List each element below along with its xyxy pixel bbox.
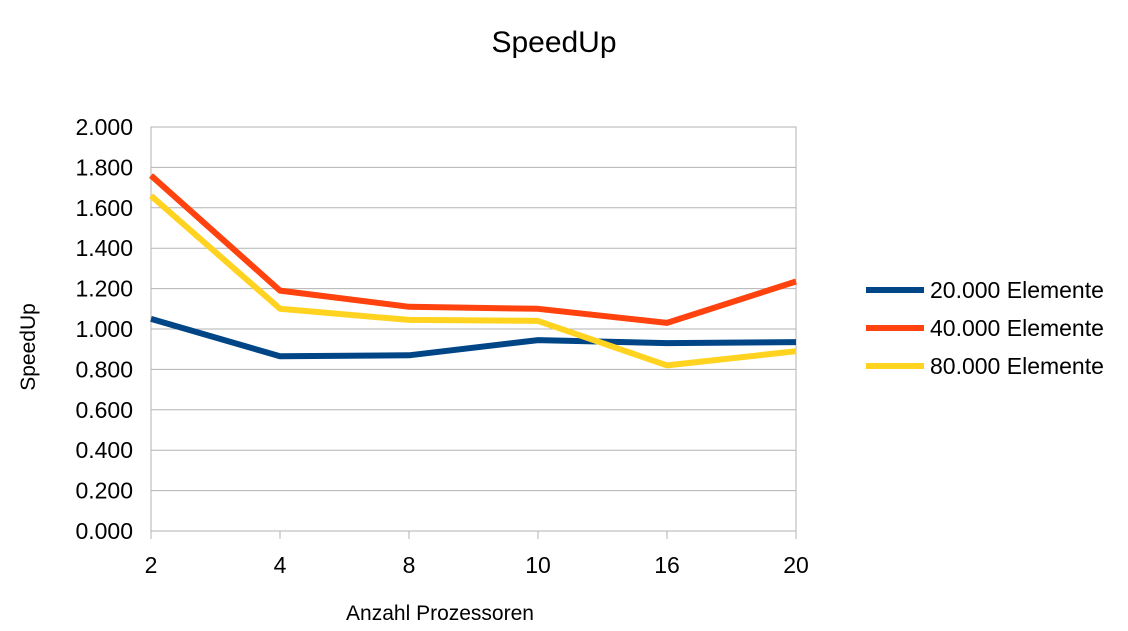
y-axis-ticks: 0.000 0.200 0.400 0.600 0.800 1.000 1.200 1.400… [75,114,133,544]
series-line-2 [149,193,797,369]
legend: 20.000 Elemente 40.000 Elemente 80.000 Ele… [866,277,1104,379]
y-tick-label: 0.400 [75,437,133,463]
y-tick-label: 0.200 [75,478,133,504]
gridlines [151,126,796,532]
y-tick-label: 0.800 [75,356,133,382]
legend-label-1: 40.000 Elemente [930,315,1104,341]
x-tick-label: 16 [654,552,680,578]
y-tick-label: 1.000 [75,316,133,342]
x-tick-label: 10 [525,552,551,578]
x-tick-label: 8 [403,552,416,578]
series-line-1 [149,173,797,326]
y-tick-label: 1.200 [75,276,133,302]
y-tick-label: 1.400 [75,235,133,261]
x-tick-label: 20 [783,552,809,578]
y-tick-label: 1.800 [75,154,133,180]
series-line-0 [150,316,797,360]
legend-label-2: 80.000 Elemente [930,353,1104,379]
x-tick-label: 2 [145,552,158,578]
y-tick-label: 0.600 [75,397,133,423]
plot-area-frame [150,126,797,532]
x-tick-label: 4 [274,552,287,578]
x-axis-label: Anzahl Prozessoren [346,602,534,625]
legend-label-0: 20.000 Elemente [930,277,1104,303]
x-axis-ticks: 2 4 8 10 16 20 [145,531,809,578]
y-axis-label: SpeedUp [17,303,40,391]
y-tick-label: 2.000 [75,114,133,140]
chart-title: SpeedUp [491,26,616,59]
y-tick-label: 0.000 [75,518,133,544]
series-lines [149,173,797,369]
y-tick-label: 1.600 [75,195,133,221]
